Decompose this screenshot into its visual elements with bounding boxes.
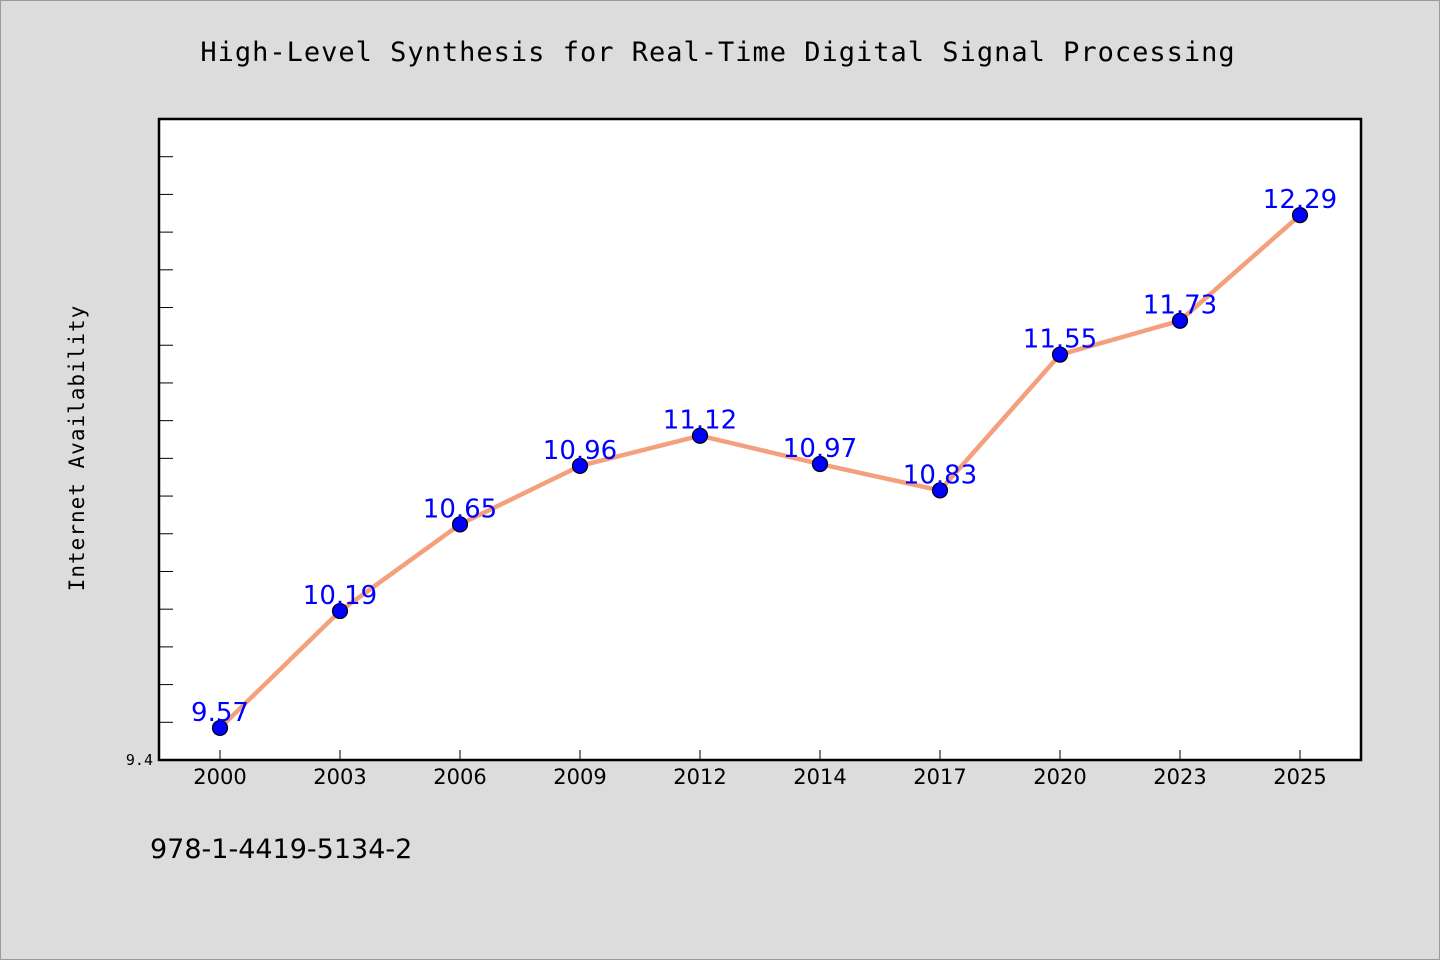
x-tick-label: 2003 bbox=[313, 765, 366, 789]
series-line bbox=[217, 212, 1303, 731]
marker-layer bbox=[211, 207, 1309, 737]
x-axis-ticks: 2000 2003 2006 2009 2012 2014 2017 2020 2023 2025 bbox=[193, 750, 1327, 789]
data-point bbox=[211, 719, 229, 737]
data-point bbox=[331, 602, 349, 620]
x-tick-label: 2025 bbox=[1273, 765, 1326, 789]
x-tick-label: 2020 bbox=[1033, 765, 1086, 789]
x-tick-label: 2006 bbox=[433, 765, 486, 789]
x-tick-label: 2014 bbox=[793, 765, 846, 789]
x-tick-label: 2000 bbox=[193, 765, 246, 789]
data-label: 10.19 bbox=[303, 581, 377, 611]
x-tick-label: 2023 bbox=[1153, 765, 1206, 789]
data-point bbox=[691, 427, 709, 444]
data-label-layer: 9.57 10.19 10.65 10.96 11.12 10.97 10.83 11.55 1… bbox=[191, 185, 1337, 728]
series-layer bbox=[217, 212, 1303, 731]
x-tick-label: 2017 bbox=[913, 765, 966, 789]
plot-area bbox=[157, 117, 1363, 762]
data-label: 11.55 bbox=[1023, 325, 1097, 355]
data-point bbox=[1051, 346, 1069, 363]
data-point bbox=[1171, 312, 1189, 329]
y-axis-label: Internet Availability bbox=[65, 305, 89, 592]
chart-title: High-Level Synthesis for Real-Time Digit… bbox=[200, 37, 1235, 68]
data-label: 12.29 bbox=[1263, 185, 1337, 215]
data-label: 10.83 bbox=[903, 460, 977, 490]
data-label: 10.96 bbox=[543, 436, 617, 466]
data-point bbox=[931, 482, 949, 499]
data-point bbox=[451, 516, 469, 533]
data-point bbox=[1291, 207, 1309, 224]
data-label: 11.12 bbox=[663, 406, 737, 436]
data-label: 10.97 bbox=[783, 434, 857, 464]
y-tick-label: 9.4 bbox=[126, 751, 153, 769]
data-point bbox=[811, 455, 829, 473]
data-label: 9.57 bbox=[191, 698, 249, 728]
x-tick-label: 2009 bbox=[553, 765, 606, 789]
x-tick-label: 2012 bbox=[673, 765, 726, 789]
isbn-footer: 978-1-4419-5134-2 bbox=[150, 834, 413, 865]
data-label: 10.65 bbox=[423, 494, 497, 524]
data-label: 11.73 bbox=[1143, 291, 1217, 321]
data-point bbox=[571, 457, 589, 474]
y-axis-ticks: 9.4 bbox=[126, 156, 173, 769]
